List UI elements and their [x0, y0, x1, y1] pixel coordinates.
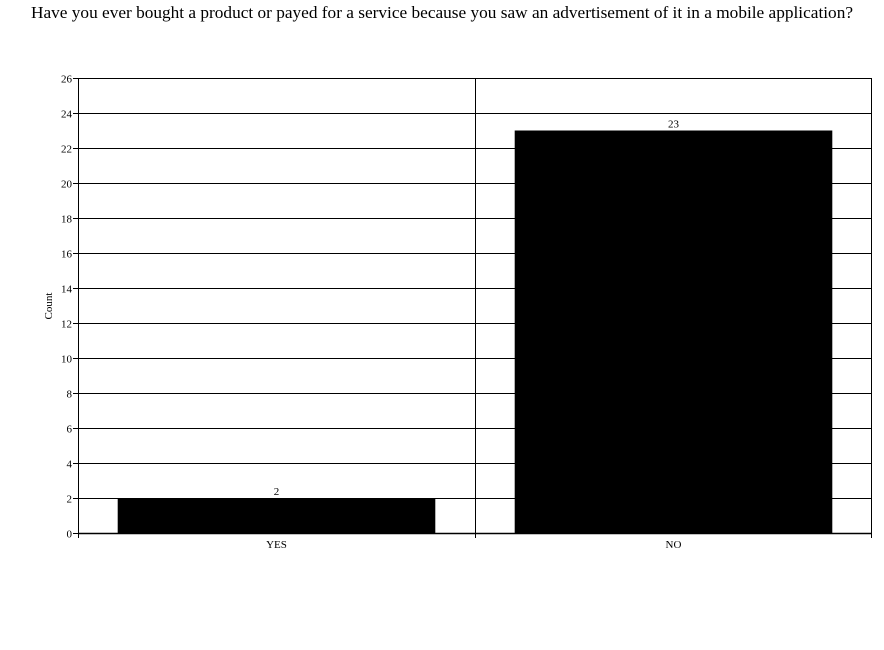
y-tick-label: 18 [61, 214, 73, 226]
y-axis-label: Count [43, 293, 55, 320]
y-tick-label: 26 [61, 74, 73, 86]
bar-no [514, 130, 833, 533]
axes [73, 78, 872, 538]
y-tick-label: 6 [67, 424, 73, 436]
y-tick-label: 2 [67, 494, 73, 506]
y-tick-label: 4 [67, 459, 73, 471]
bars [117, 130, 833, 533]
y-tick-label: 24 [61, 109, 73, 121]
y-tick-label: 14 [61, 284, 73, 296]
bar-yes [117, 498, 436, 533]
y-tick-label: 22 [61, 144, 72, 156]
x-tick-label: NO [666, 539, 682, 551]
y-tick-label: 0 [67, 529, 73, 541]
data-label: 23 [668, 119, 680, 131]
y-tick-label: 12 [61, 319, 72, 331]
x-tick-label: YES [266, 539, 287, 551]
y-tick-label: 10 [61, 354, 73, 366]
y-tick-label: 16 [61, 249, 73, 261]
data-label: 2 [274, 486, 280, 498]
y-tick-label: 8 [67, 389, 73, 401]
y-tick-label: 20 [61, 179, 73, 191]
chart-title: Have you ever bought a product or payed … [31, 3, 853, 22]
